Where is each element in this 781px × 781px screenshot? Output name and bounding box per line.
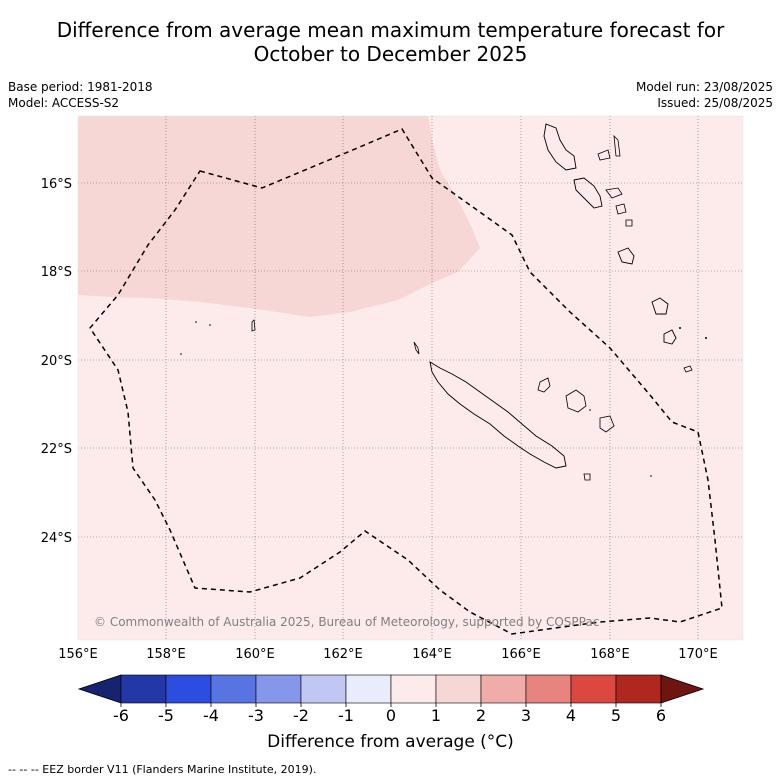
colorbar-tick-label: -1 xyxy=(338,706,354,725)
base-period: Base period: 1981-2018 xyxy=(8,80,153,94)
colorbar-tick-label: -5 xyxy=(158,706,174,725)
title-line-2: October to December 2025 xyxy=(253,42,528,66)
colorbar-segment xyxy=(480,674,527,704)
island-efate xyxy=(617,247,635,265)
anomaly-region-1-2 xyxy=(78,116,480,317)
map-frame xyxy=(77,115,744,641)
colorbar-segment xyxy=(165,674,212,704)
lon-tick-164e: 164°E xyxy=(412,647,452,662)
colorbar-label: Difference from average (°C) xyxy=(267,732,514,752)
colorbar-segment xyxy=(345,674,392,704)
lon-tick-170e: 170°E xyxy=(678,647,718,662)
lat-tick-24s: 24°S xyxy=(41,531,72,546)
colorbar-segment xyxy=(570,674,617,704)
colorbar-extend-low xyxy=(77,674,122,704)
lat-tick-16s: 16°S xyxy=(41,177,72,192)
lon-tick-168e: 168°E xyxy=(590,647,630,662)
lon-tick-158e: 158°E xyxy=(146,647,186,662)
colorbar-tick-label: -2 xyxy=(293,706,309,725)
islet-6 xyxy=(705,337,707,339)
eez-border xyxy=(89,128,723,635)
lon-tick-166e: 166°E xyxy=(501,647,541,662)
colorbar-segment xyxy=(300,674,347,704)
colorbar-tick-label: -6 xyxy=(113,706,129,725)
model-name: Model: ACCESS-S2 xyxy=(8,96,120,110)
lon-tick-156e: 156°E xyxy=(58,647,98,662)
colorbar-segment xyxy=(390,674,437,704)
colorbar-tick-label: -4 xyxy=(203,706,219,725)
colorbar-tick-label: -3 xyxy=(248,706,264,725)
islet-4 xyxy=(650,475,652,477)
island-malakula xyxy=(573,177,603,209)
island-belep xyxy=(413,341,420,355)
island-shepherds xyxy=(625,219,633,227)
colorbar-segment xyxy=(120,674,167,704)
islet-5 xyxy=(679,327,681,329)
lon-tick-labels: 156°E 158°E 160°E 162°E 164°E 166°E 168°… xyxy=(58,647,718,662)
lon-tick-162e: 162°E xyxy=(323,647,363,662)
copyright-notice: © Commonwealth of Australia 2025, Bureau… xyxy=(94,615,599,629)
island-mare xyxy=(599,415,615,433)
island-ouvea xyxy=(537,377,551,393)
lat-tick-20s: 20°S xyxy=(41,354,72,369)
island-tanna xyxy=(663,329,677,345)
island-chesterfield xyxy=(251,319,256,332)
title-line-1: Difference from average mean maximum tem… xyxy=(56,18,725,42)
lat-tick-labels: 16°S 18°S 20°S 22°S 24°S xyxy=(41,177,72,546)
colorbar-ticks: -6 -5 -4 -3 -2 -1 0 1 2 3 4 5 6 xyxy=(113,703,666,725)
colorbar-segment xyxy=(435,674,482,704)
lat-tick-18s: 18°S xyxy=(41,265,72,280)
model-run: Model run: 23/08/2025 xyxy=(635,80,773,94)
gridlines xyxy=(78,116,743,640)
colorbar-tick-label: 4 xyxy=(566,706,576,725)
colorbar-tick-label: 1 xyxy=(431,706,441,725)
lon-tick-160e: 160°E xyxy=(235,647,275,662)
colorbar-segment xyxy=(525,674,572,704)
colorbar xyxy=(77,674,705,704)
island-epi xyxy=(615,203,627,215)
islet-7 xyxy=(589,409,591,411)
colorbar-segment xyxy=(255,674,302,704)
colorbar-extend-high xyxy=(660,674,705,704)
meta-right: Model run: 23/08/2025 Issued: 25/08/2025 xyxy=(636,79,773,111)
island-lifou xyxy=(565,389,587,413)
colorbar-segment xyxy=(615,674,662,704)
island-ambrym xyxy=(605,187,623,199)
island-new-caledonia xyxy=(429,361,567,469)
islet-2 xyxy=(209,324,211,326)
colorbar-tick-label: 5 xyxy=(611,706,621,725)
island-espiritu-santo xyxy=(543,123,577,171)
island-maewo xyxy=(613,134,621,157)
colorbar-tick-label: 6 xyxy=(656,706,666,725)
colorbar-tick-label: 2 xyxy=(476,706,486,725)
colorbar-segment xyxy=(210,674,257,704)
lat-tick-22s: 22°S xyxy=(41,442,72,457)
chart-title: Difference from average mean maximum tem… xyxy=(0,18,781,66)
island-malo xyxy=(597,149,611,161)
island-aneityum xyxy=(683,365,693,373)
islet-3 xyxy=(180,353,182,355)
colorbar-tick-label: 0 xyxy=(386,706,396,725)
island-erromango xyxy=(651,297,669,315)
islet-1 xyxy=(195,321,197,323)
meta-left: Base period: 1981-2018 Model: ACCESS-S2 xyxy=(8,79,153,111)
issued-date: Issued: 25/08/2025 xyxy=(657,96,773,110)
island-ile-des-pins xyxy=(583,473,591,481)
colorbar-tick-label: 3 xyxy=(521,706,531,725)
eez-legend: -- -- -- EEZ border V11 (Flanders Marine… xyxy=(8,763,317,776)
